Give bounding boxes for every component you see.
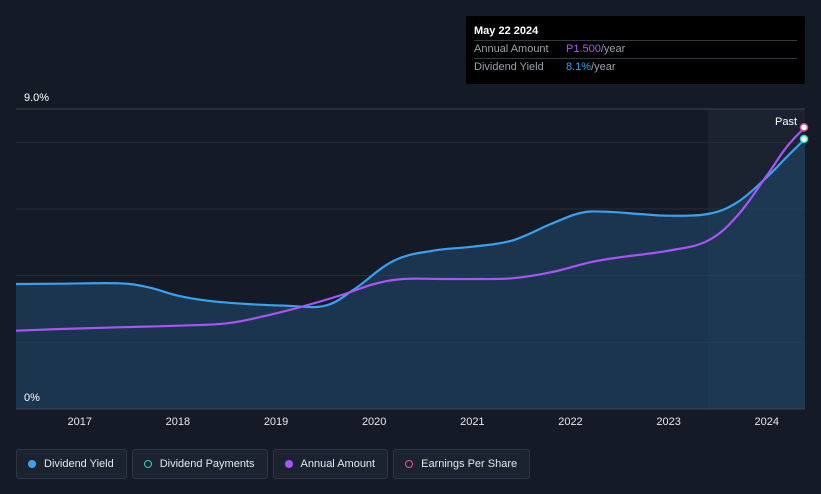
tooltip-date: May 22 2024 — [474, 25, 539, 37]
legend-annual-amount[interactable]: Annual Amount — [272, 449, 389, 479]
legend-annual-amount-label: Annual Amount — [300, 458, 376, 470]
legend-dividend-payments-label: Dividend Payments — [159, 458, 255, 470]
legend-dividend-yield[interactable]: Dividend Yield — [16, 449, 127, 479]
x-tick-label: 2022 — [558, 416, 582, 428]
tooltip-annual-amount-unit: /year — [600, 43, 626, 55]
dividend-yield-endpoint — [799, 134, 809, 144]
legend-dividend-yield-label: Dividend Yield — [44, 458, 114, 470]
x-tick-label: 2017 — [68, 416, 92, 428]
tooltip-dividend-yield-value: 8.1% — [566, 61, 592, 73]
earnings-per-share-ring-icon — [405, 460, 414, 468]
x-tick-label: 2024 — [754, 416, 778, 428]
tooltip-annual-amount-label: Annual Amount — [474, 43, 549, 55]
x-tick-label: 2020 — [362, 416, 386, 428]
past-label: Past — [775, 116, 797, 128]
legend: Dividend Yield Dividend Payments Annual … — [16, 449, 531, 479]
y-tick-label: 9.0% — [24, 92, 49, 104]
annual-amount-endpoint — [799, 123, 809, 132]
tooltip-row-dividend-yield: Dividend Yield 8.1% /year — [474, 58, 797, 76]
tooltip-dividend-yield-label: Dividend Yield — [474, 61, 544, 73]
legend-dividend-payments[interactable]: Dividend Payments — [131, 449, 268, 479]
legend-earnings-per-share[interactable]: Earnings Per Share — [393, 449, 531, 479]
dividend-yield-area — [16, 139, 805, 409]
annual-amount-dot-icon — [284, 460, 293, 468]
x-tick-label: 2021 — [460, 416, 484, 428]
annual-amount-line — [15, 126, 806, 332]
dividend-yield-line — [15, 138, 806, 309]
legend-earnings-per-share-label: Earnings Per Share — [421, 458, 518, 470]
dividend-yield-dot-icon — [28, 460, 36, 468]
y-tick-label: 0% — [24, 392, 40, 404]
x-axis-ticks: 2017 2018 2019 2020 2021 2022 2023 2024 — [68, 416, 779, 428]
x-tick-label: 2019 — [264, 416, 288, 428]
y-axis-ticks: 0% 9.0% — [24, 92, 49, 404]
dividend-payments-ring-icon — [143, 460, 152, 468]
tooltip-dividend-yield-unit: /year — [591, 61, 616, 73]
tooltip: May 22 2024 Annual Amount P1.500 /year D… — [466, 16, 805, 84]
tooltip-annual-amount-value: P1.500 — [566, 43, 601, 55]
x-tick-label: 2023 — [656, 416, 680, 428]
x-tick-label: 2018 — [166, 416, 190, 428]
tooltip-row-annual-amount: Annual Amount P1.500 /year — [474, 40, 797, 58]
dividend-chart: Past 0% 9.0% 2017 2018 2019 2020 2021 2022 2023… — [15, 92, 809, 428]
